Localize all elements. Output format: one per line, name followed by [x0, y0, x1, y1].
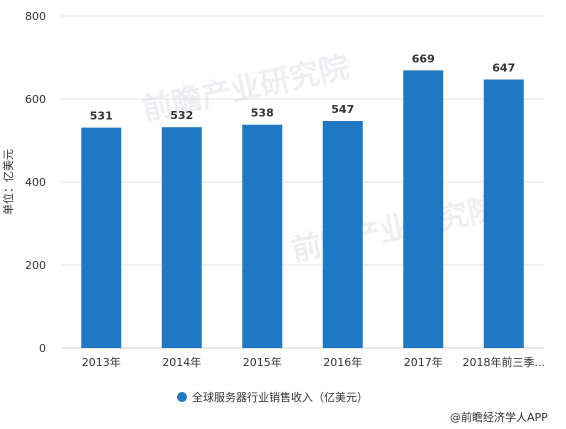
bar: [81, 127, 122, 348]
watermark-text: 前瞻产业研究院: [288, 191, 501, 269]
bars: [81, 70, 524, 349]
y-tick-label: 0: [39, 342, 46, 355]
x-tick-label: 2018年前三季...: [463, 355, 545, 369]
source-credit: @前瞻经济学人APP: [450, 410, 548, 424]
data-label: 669: [412, 52, 435, 65]
bar: [322, 120, 363, 349]
data-label: 647: [492, 61, 515, 74]
x-axis-ticks: 2013年 2014年 2015年 2016年 2017年 2018年前三季...: [82, 355, 545, 369]
gridlines: [61, 15, 544, 349]
data-label: 531: [90, 110, 113, 123]
y-axis-title: 单位：亿美元: [1, 149, 15, 215]
x-tick-label: 2015年: [243, 355, 282, 369]
data-label: 532: [170, 109, 193, 122]
bar: [161, 127, 202, 348]
bar: [242, 124, 283, 348]
y-tick-label: 800: [25, 10, 46, 23]
x-tick-label: 2016年: [323, 355, 362, 369]
bar: [403, 70, 444, 349]
value-labels: 531 532 538 547 669 647: [90, 52, 515, 122]
y-tick-label: 600: [25, 93, 46, 106]
x-tick-label: 2014年: [162, 355, 201, 369]
x-tick-label: 2013年: [82, 355, 121, 369]
data-label: 538: [251, 107, 274, 120]
y-axis-ticks: 0 200 400 600 800: [25, 10, 46, 355]
x-tick-label: 2017年: [404, 355, 443, 369]
legend: 全球服务器行业销售收入（亿美元）: [177, 390, 368, 404]
legend-label: 全球服务器行业销售收入（亿美元）: [192, 390, 368, 404]
bar: [483, 79, 524, 349]
y-tick-label: 400: [25, 176, 46, 189]
legend-marker: [177, 392, 187, 402]
y-tick-label: 200: [25, 259, 46, 272]
data-label: 547: [331, 103, 354, 116]
